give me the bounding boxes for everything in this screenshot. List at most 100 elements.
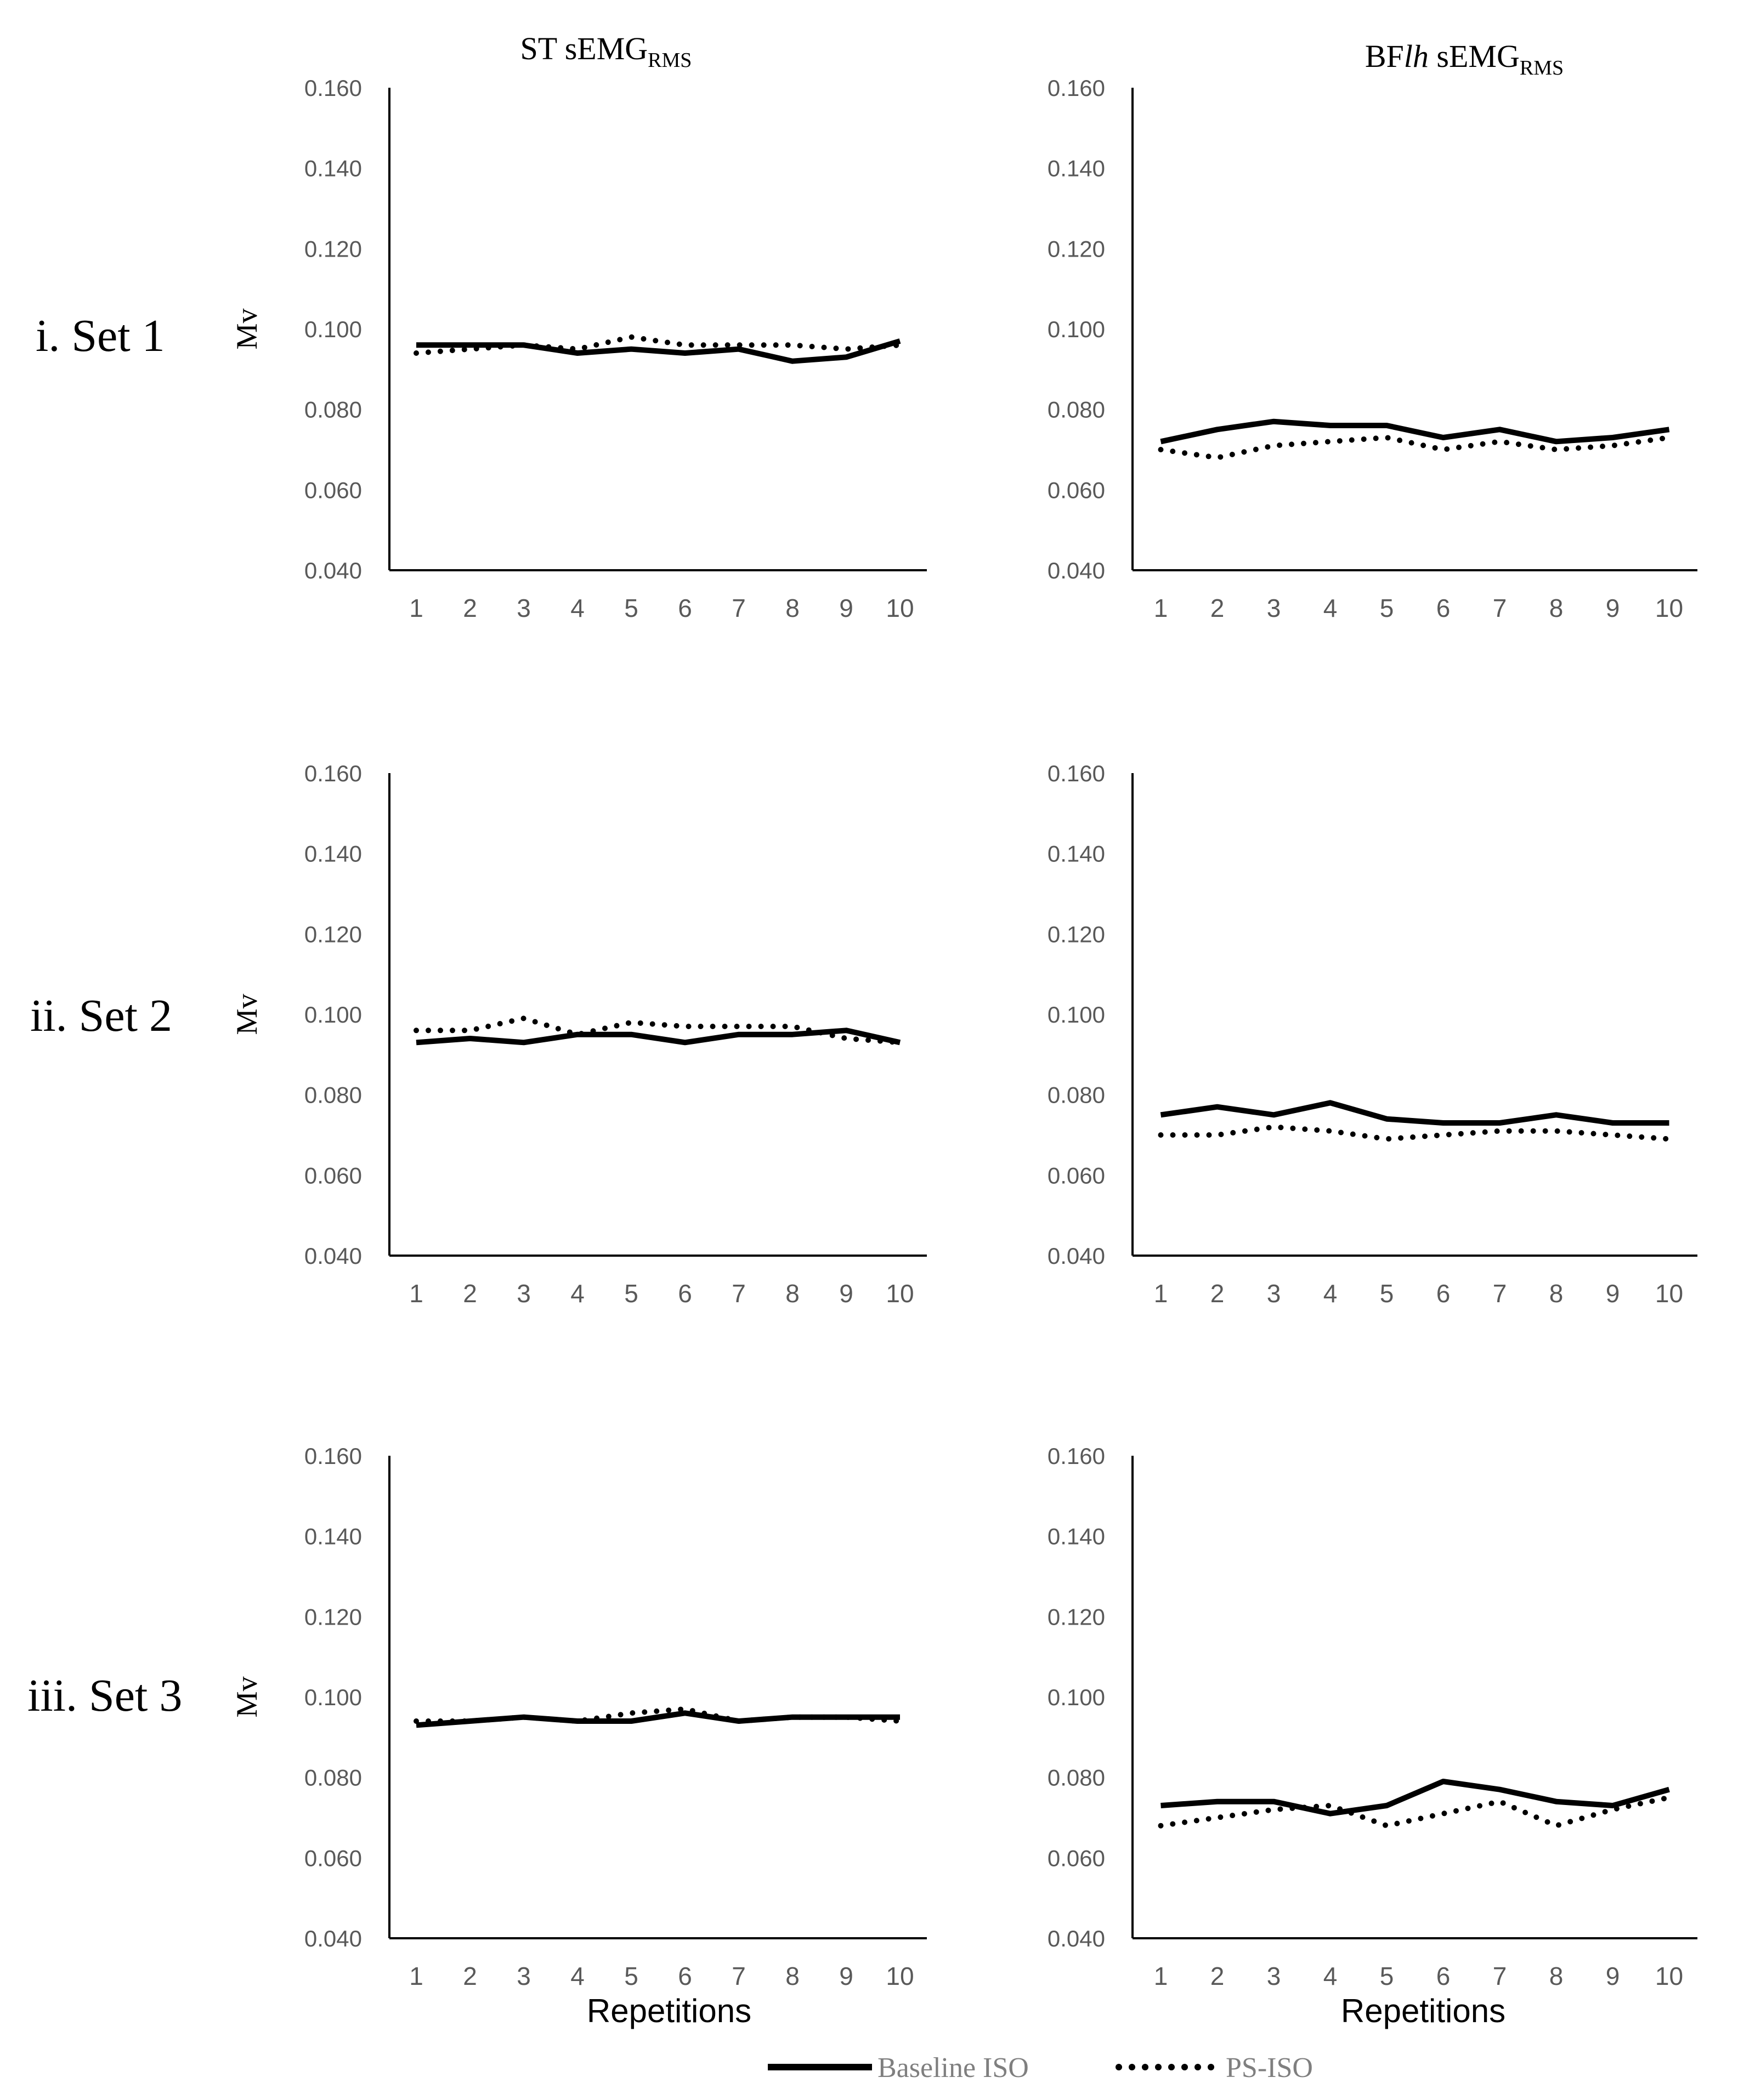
- y-tick-label: 0.120: [1048, 921, 1105, 947]
- x-tick-label: 8: [785, 594, 800, 622]
- legend-label-ps-iso: PS-ISO: [1226, 2052, 1313, 2084]
- chart-panel-set2-col2: 0.040 0.060 0.080 0.100 0.120 0.140 0.160 1 2 3 4 5…: [1048, 760, 1697, 1308]
- x-tick-label: 3: [1267, 1962, 1281, 1990]
- y-tick-label: 0.040: [1048, 1243, 1105, 1269]
- y-tick-label: 0.060: [304, 477, 362, 503]
- y-tick-label: 0.160: [304, 1443, 362, 1469]
- x-tick-label: 6: [678, 1279, 692, 1308]
- series-line-ps-iso: [1158, 435, 1672, 461]
- x-tick-label: 7: [732, 594, 746, 622]
- y-tick-label: 0.140: [304, 841, 362, 867]
- x-tick-label: 7: [732, 1962, 746, 1990]
- series-line-baseline-iso: [1160, 418, 1670, 445]
- series-line-baseline-iso: [1160, 1100, 1669, 1126]
- y-tick-label: 0.080: [304, 397, 362, 423]
- x-tick-label: 4: [1323, 1279, 1338, 1308]
- y-tick-label: 0.120: [304, 1604, 362, 1630]
- series-line-baseline-iso: [1160, 1779, 1670, 1817]
- y-tick-label: 0.100: [1048, 1684, 1105, 1710]
- x-tick-label: 3: [517, 1279, 531, 1308]
- x-tick-label: 2: [1210, 1962, 1225, 1990]
- x-tick-label: 4: [570, 1962, 585, 1990]
- series-line-baseline-iso: [416, 338, 901, 364]
- x-tick-label: 5: [1380, 1962, 1394, 1990]
- x-tick-label: 3: [1267, 1279, 1281, 1308]
- chart-panel-set1-col1: 0.040 0.060 0.080 0.100 0.120 0.140 0.160 1 2 3 4 5…: [230, 75, 927, 622]
- y-tick-label: 0.100: [304, 316, 362, 342]
- x-tick-label: 10: [886, 1279, 914, 1308]
- x-tick-label: 10: [1655, 594, 1683, 622]
- x-axis-label-left: Repetitions: [587, 1993, 751, 2029]
- y-tick-label: 0.040: [304, 1926, 362, 1951]
- y-tick-label: 0.060: [1048, 1845, 1105, 1871]
- x-tick-label: 4: [570, 1279, 585, 1308]
- chart-panel-set1-col2: 0.040 0.060 0.080 0.100 0.120 0.140 0.160 1 2 3 4 5…: [1048, 75, 1697, 622]
- y-tick-label: 0.140: [304, 156, 362, 181]
- series-line-ps-iso: [1158, 1795, 1672, 1829]
- y-tick-label: 0.100: [304, 1684, 362, 1710]
- legend: Baseline ISO PS-ISO: [768, 2052, 1313, 2084]
- x-tick-label: 10: [886, 594, 914, 622]
- x-tick-label: 8: [785, 1279, 800, 1308]
- y-tick-label: 0.080: [1048, 397, 1105, 423]
- y-tick-label: 0.080: [1048, 1765, 1105, 1791]
- x-tick-label: 6: [1436, 1279, 1451, 1308]
- y-tick-label: 0.120: [1048, 1604, 1105, 1630]
- y-tick-label: 0.140: [1048, 156, 1105, 181]
- column-title-st: ST sEMGRMS: [520, 31, 692, 72]
- y-tick-label: 0.060: [304, 1845, 362, 1871]
- chart-panel-set3-col1: 0.040 0.060 0.080 0.100 0.120 0.140 0.160 1 2 3 4 5…: [230, 1443, 927, 1990]
- y-tick-label: 0.160: [1048, 760, 1105, 786]
- x-tick-label: 8: [1549, 594, 1564, 622]
- x-tick-label: 5: [624, 1279, 638, 1308]
- x-tick-label: 5: [1380, 1279, 1394, 1308]
- x-tick-label: 6: [1436, 594, 1451, 622]
- x-axis-label-right: Repetitions: [1341, 1993, 1505, 2029]
- chart-panel-set3-col2: 0.040 0.060 0.080 0.100 0.120 0.140 0.160 1 2 3 4 5…: [1048, 1443, 1697, 1990]
- x-tick-label: 9: [839, 594, 853, 622]
- y-tick-label: 0.100: [1048, 1002, 1105, 1028]
- y-tick-label: 0.160: [304, 760, 362, 786]
- column-title-bflh: BFlh sEMGRMS: [1365, 38, 1564, 80]
- x-tick-label: 1: [409, 1962, 423, 1990]
- x-tick-label: 1: [1154, 1962, 1168, 1990]
- x-tick-label: 7: [1493, 594, 1507, 622]
- y-tick-label: 0.100: [304, 1002, 362, 1028]
- x-tick-label: 2: [463, 1962, 477, 1990]
- x-tick-label: 1: [1154, 1279, 1168, 1308]
- x-tick-label: 10: [886, 1962, 914, 1990]
- y-tick-label: 0.160: [1048, 1443, 1105, 1469]
- y-tick-label: 0.160: [304, 75, 362, 101]
- x-tick-label: 6: [678, 1962, 692, 1990]
- x-tick-label: 6: [1436, 1962, 1451, 1990]
- y-tick-label: 0.120: [304, 921, 362, 947]
- y-tick-label: 0.080: [304, 1082, 362, 1108]
- x-tick-label: 2: [463, 1279, 477, 1308]
- x-tick-label: 7: [1493, 1279, 1507, 1308]
- y-tick-label: 0.060: [1048, 1162, 1105, 1188]
- y-tick-label: 0.160: [1048, 75, 1105, 101]
- x-tick-label: 7: [1493, 1962, 1507, 1990]
- x-tick-label: 5: [624, 594, 638, 622]
- x-tick-label: 3: [517, 1962, 531, 1990]
- y-tick-label: 0.080: [304, 1765, 362, 1791]
- y-tick-label: 0.040: [1048, 1926, 1105, 1951]
- series-line-ps-iso: [414, 334, 903, 356]
- series-line-baseline-iso: [416, 1710, 900, 1728]
- y-axis-label: Mv: [230, 1676, 263, 1717]
- x-tick-label: 9: [1606, 594, 1620, 622]
- x-tick-label: 8: [1549, 1279, 1564, 1308]
- x-tick-label: 3: [1267, 594, 1281, 622]
- x-tick-label: 5: [624, 1962, 638, 1990]
- y-tick-label: 0.060: [304, 1162, 362, 1188]
- row-label-set-2: ii. Set 2: [30, 990, 172, 1041]
- x-tick-label: 2: [1210, 1279, 1225, 1308]
- x-tick-label: 3: [517, 594, 531, 622]
- y-tick-label: 0.060: [1048, 477, 1105, 503]
- x-tick-label: 5: [1380, 594, 1394, 622]
- x-tick-label: 9: [1606, 1279, 1620, 1308]
- y-tick-label: 0.080: [1048, 1082, 1105, 1108]
- chart-panel-set2-col1: 0.040 0.060 0.080 0.100 0.120 0.140 0.160 1 2 3 4 5…: [230, 760, 927, 1308]
- x-tick-label: 6: [678, 594, 692, 622]
- x-tick-label: 2: [463, 594, 477, 622]
